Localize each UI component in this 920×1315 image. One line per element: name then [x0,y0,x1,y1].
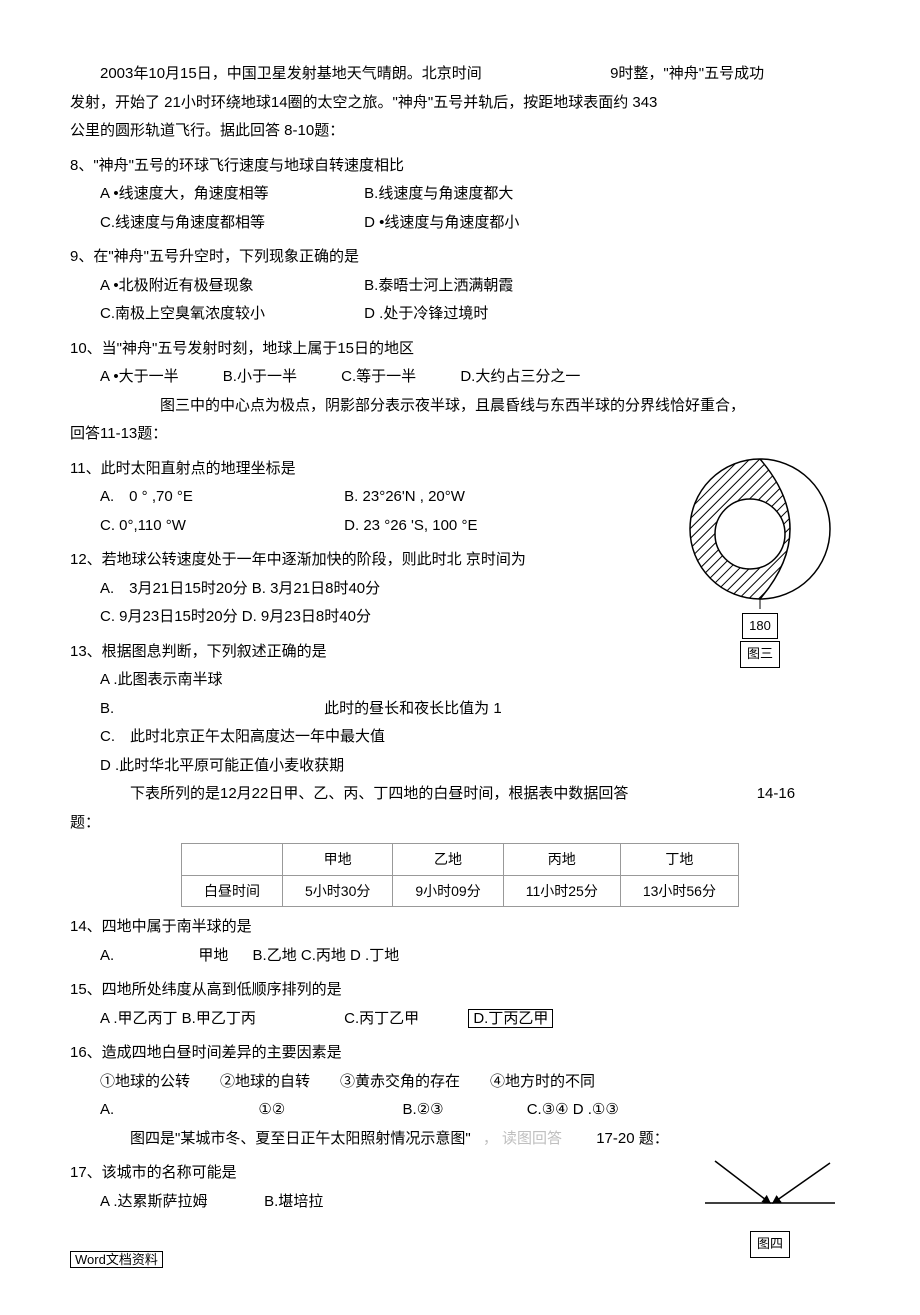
footer-text: Word文档资料 [70,1251,163,1268]
figure-4: 图四 [690,1153,850,1258]
q10-b: B.小于一半 [223,363,297,392]
q15-d: D.丁丙乙甲 [468,1009,553,1028]
q10-a: A •大于一半 [100,363,179,392]
q10-d: D.大约占三分之一 [460,363,580,392]
q15-c: C.丙丁乙甲 [344,1005,464,1034]
q16-a-pre: A. [100,1096,130,1125]
table-header-row: 甲地 乙地 丙地 丁地 [182,844,739,876]
table-c2: 9小时09分 [393,875,503,907]
q11-d: D. 23 °26 'S, 100 °E [344,517,477,534]
q14-stem: 14、四地中属于南半球的是 [70,913,850,942]
q8-c: C.线速度与角速度都相等 [100,209,360,238]
figure-3: 180 图三 [670,449,850,668]
q10-stem: 10、当"神舟"五号发射时刻，地球上属于15日的地区 [70,335,850,364]
q9-stem: 9、在"神舟"五号升空时，下列现象正确的是 [70,243,850,272]
q15-stem: 15、四地所处纬度从高到低顺序排列的是 [70,976,850,1005]
intro3-p1b: 14-16 [757,785,795,802]
table-c1: 5小时30分 [283,875,393,907]
table-h4: 丁地 [620,844,738,876]
q10-c: C.等于一半 [341,363,416,392]
q17-a: A .达累斯萨拉姆 [100,1188,260,1217]
q16-a2: ①② [258,1096,398,1125]
q14-bcd: B.乙地 C.丙地 D .丁地 [253,947,400,964]
table-h2: 乙地 [393,844,503,876]
intro-p1a: 2003年10月15日，中国卫星发射基地天气晴朗。北京时间 [70,60,482,89]
intro-p2: 发射，开始了 21小时环绕地球14圈的太空之旅。"神舟"五号并轨后，按距地球表面… [70,89,850,118]
intro4-p1b: ， [483,1130,498,1147]
q16-cd: C.③④ D .①③ [527,1101,619,1118]
table-h0 [182,844,283,876]
q8-b: B.线速度与角速度都大 [364,180,513,209]
q15-ab: A .甲乙丙丁 B.甲乙丁丙 [100,1005,340,1034]
q11-b: B. 23°26'N , 20°W [344,488,465,505]
fig4-label: 图四 [750,1231,790,1258]
intro2-p1: 图三中的中心点为极点，阴影部分表示夜半球，且晨昏线与东西半球的分界线恰好重合， [70,392,850,421]
q8-stem: 8、"神舟"五号的环球飞行速度与地球自转速度相比 [70,152,850,181]
table-rowlabel: 白昼时间 [182,875,283,907]
q13-c: C. 此时北京正午太阳高度达一年中最大值 [70,723,850,752]
q13-b-pre: B. [100,695,320,724]
q8-a: A •线速度大，角速度相等 [100,180,360,209]
q9-c: C.南极上空臭氧浓度较小 [100,300,360,329]
q16-b: B.②③ [403,1096,523,1125]
q9-d: D .处于冷锋过境时 [364,300,488,329]
intro4-p1d: 17-20 题： [596,1130,669,1147]
table-h3: 丙地 [503,844,620,876]
daylight-table: 甲地 乙地 丙地 丁地 白昼时间 5小时30分 9小时09分 11小时25分 1… [181,843,739,907]
table-h1: 甲地 [283,844,393,876]
table-row: 白昼时间 5小时30分 9小时09分 11小时25分 13小时56分 [182,875,739,907]
q16-line: ①地球的公转 ②地球的自转 ③黄赤交角的存在 ④地方时的不同 [70,1068,850,1097]
intro4-p1c: 读图回答 [502,1130,562,1147]
globe-diagram-icon [680,449,840,609]
q17-b: B.堪培拉 [264,1193,323,1210]
fig3-label: 图三 [740,641,780,668]
intro3-p2: 题： [70,809,850,838]
q13-d: D .此时华北平原可能正值小麦收获期 [70,752,850,781]
table-c3: 11小时25分 [503,875,620,907]
intro4-p1a: 图四是"某城市冬、夏至日正午太阳照射情况示意图" [70,1125,471,1154]
q16-stem: 16、造成四地白昼时间差异的主要因素是 [70,1039,850,1068]
q14-a-pre: A. [100,942,130,971]
intro-p3: 公里的圆形轨道飞行。据此回答 8-10题： [70,117,850,146]
sun-angle-icon [695,1153,845,1213]
q13-a: A .此图表示南半球 [70,666,850,695]
intro-p1b: 9时整，"神舟"五号成功 [610,65,764,82]
q9-b: B.泰晤士河上洒满朝霞 [364,272,513,301]
q8-d: D •线速度与角速度都小 [364,209,519,238]
fig3-meridian: 180 [742,613,778,640]
q11-a: A. 0 ° ,70 °E [100,483,340,512]
q13-b: 此时的昼长和夜长比值为 1 [324,700,502,717]
intro3-p1a: 下表所列的是12月22日甲、乙、丙、丁四地的白昼时间，根据表中数据回答 [70,780,628,809]
q11-c: C. 0°,110 °W [100,512,340,541]
q9-a: A •北极附近有极昼现象 [100,272,360,301]
intro2-p2: 回答11-13题： [70,420,850,449]
q14-a2: 甲地 [198,947,228,964]
table-c4: 13小时56分 [620,875,738,907]
